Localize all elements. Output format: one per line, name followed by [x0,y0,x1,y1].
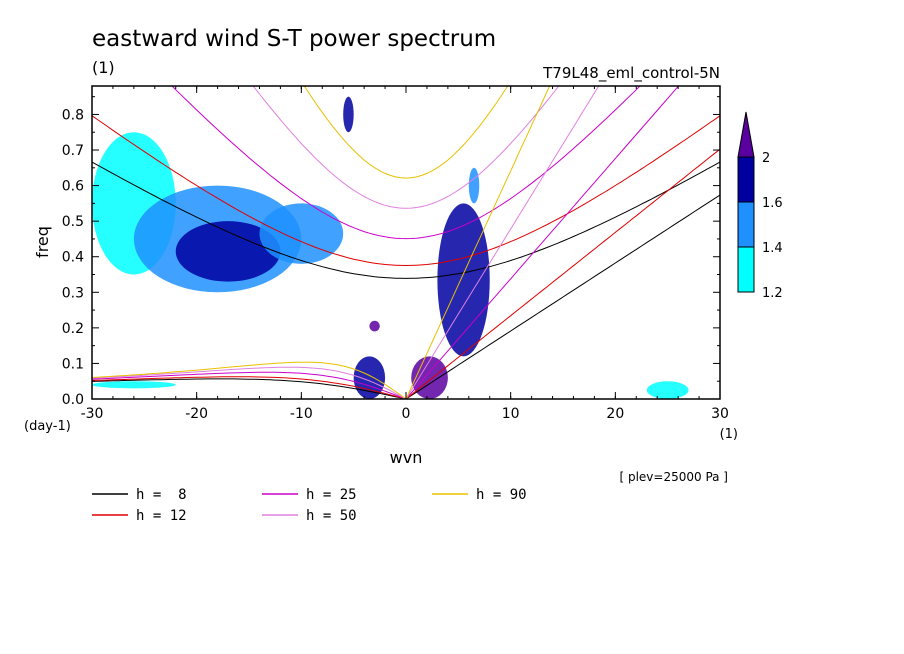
x-tick-label: 10 [502,406,520,422]
dispersion-curve [303,86,509,179]
x-axis-unit: (1) [720,427,738,442]
dispersion-curve [92,371,407,399]
dispersion-curve [92,115,720,267]
dispersion-curve [405,86,680,399]
power-patch [92,381,176,389]
chart-subtitle-right: T79L48_eml_control-5N [542,64,720,83]
y-axis-unit: (day-1) [24,419,71,434]
power-patch [369,320,380,332]
dispersion-curve [405,148,720,399]
y-tick-label: 0.3 [62,285,84,301]
y-tick-label: 0.7 [62,143,84,159]
power-contours [92,96,689,399]
x-axis-ticks: -30 -20 -10 0 10 20 30 [81,86,729,422]
dispersion-curve [405,86,551,399]
dispersion-curve [92,161,720,279]
dispersion-curve [92,361,407,399]
colorbar-label: 2 [762,151,770,166]
colorbar-label: 1.4 [762,241,783,256]
colorbar: 1.2 1.4 1.6 2 [737,111,783,301]
level-annotation: [ plev=25000 Pa ] [619,470,728,484]
legend: h = 8 h = 12 h = 25 h = 50 h = 90 [92,487,527,524]
colorbar-segment [737,156,755,203]
legend-label: h = 25 [306,487,357,503]
dispersion-curve [92,376,407,399]
dispersion-curve [92,378,407,399]
x-tick-label: 0 [402,406,411,422]
y-tick-label: 0.2 [62,321,84,337]
chart-subtitle-left: (1) [92,58,115,77]
y-axis-title: freq [33,226,52,258]
colorbar-label: 1.6 [762,196,783,211]
colorbar-label: 1.2 [762,286,783,301]
legend-label: h = 90 [476,487,527,503]
dispersion-curve [405,86,600,399]
dispersion-curves [92,86,720,399]
x-tick-label: -10 [290,406,313,422]
y-tick-label: 0.8 [62,107,84,123]
y-axis-ticks: 0.0 0.1 0.2 0.3 0.4 0.5 0.6 0.7 0.8 [62,96,720,408]
y-tick-label: 0.4 [62,250,84,266]
colorbar-segment [737,246,755,293]
power-patch [343,96,354,133]
x-tick-label: -30 [81,406,104,422]
dispersion-curve [171,86,641,240]
dispersion-curve [405,194,720,399]
colorbar-extend-arrow [737,111,755,158]
legend-label: h = 8 [136,487,187,503]
y-tick-label: 0.1 [62,356,84,372]
power-patch [468,167,480,204]
x-tick-label: 30 [711,406,729,422]
y-tick-label: 0.5 [62,214,84,230]
y-tick-label: 0.0 [62,392,84,408]
chart-title: eastward wind S-T power spectrum [92,26,496,52]
colorbar-segment [737,201,755,248]
x-axis-title: wvn [390,448,423,467]
power-patch [259,203,344,264]
legend-label: h = 50 [306,508,357,524]
y-tick-label: 0.6 [62,179,84,195]
dispersion-curve [92,366,407,399]
legend-label: h = 12 [136,508,187,524]
x-tick-label: -20 [185,406,208,422]
power-patch [646,381,689,399]
power-patch [175,221,281,282]
dispersion-curve [252,86,560,209]
x-tick-label: 20 [606,406,624,422]
